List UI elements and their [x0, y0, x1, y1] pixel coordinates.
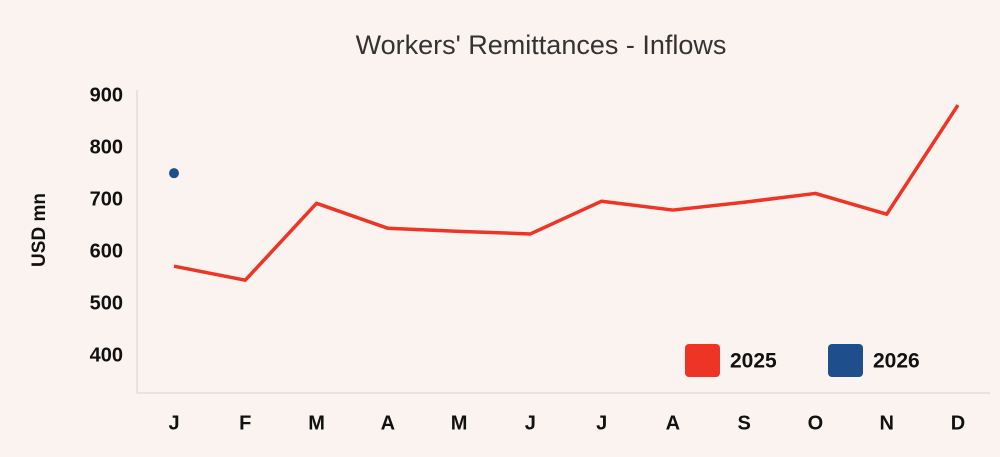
- x-tick-label: J: [168, 412, 179, 434]
- legend-label: 2026: [873, 350, 920, 373]
- x-tick-label: M: [451, 412, 468, 434]
- legend-swatch: [685, 344, 720, 377]
- y-tick-label: 500: [90, 292, 123, 314]
- x-tick-label: J: [596, 412, 607, 434]
- x-tick-label: A: [381, 412, 395, 434]
- x-tick-label: F: [239, 412, 251, 434]
- y-tick-label: 900: [90, 85, 123, 107]
- y-tick-label: 600: [90, 240, 123, 262]
- y-tick-label: 800: [90, 136, 123, 158]
- legend-label: 2025: [730, 350, 777, 373]
- chart-title: Workers' Remittances - Inflows: [356, 30, 727, 60]
- y-tick-label: 400: [90, 344, 123, 366]
- x-tick-label: O: [808, 412, 824, 434]
- y-axis-title: USD mn: [29, 193, 50, 267]
- y-tick-label: 700: [90, 188, 123, 210]
- x-tick-label: M: [308, 412, 325, 434]
- line: [173, 104, 960, 282]
- x-tick-label: J: [525, 412, 536, 434]
- point: [169, 168, 179, 179]
- x-tick-label: A: [666, 412, 680, 434]
- x-tick-label: D: [951, 412, 965, 434]
- x-tick-label: S: [738, 412, 751, 434]
- x-tick-label: N: [880, 412, 894, 434]
- legend-swatch: [828, 344, 863, 377]
